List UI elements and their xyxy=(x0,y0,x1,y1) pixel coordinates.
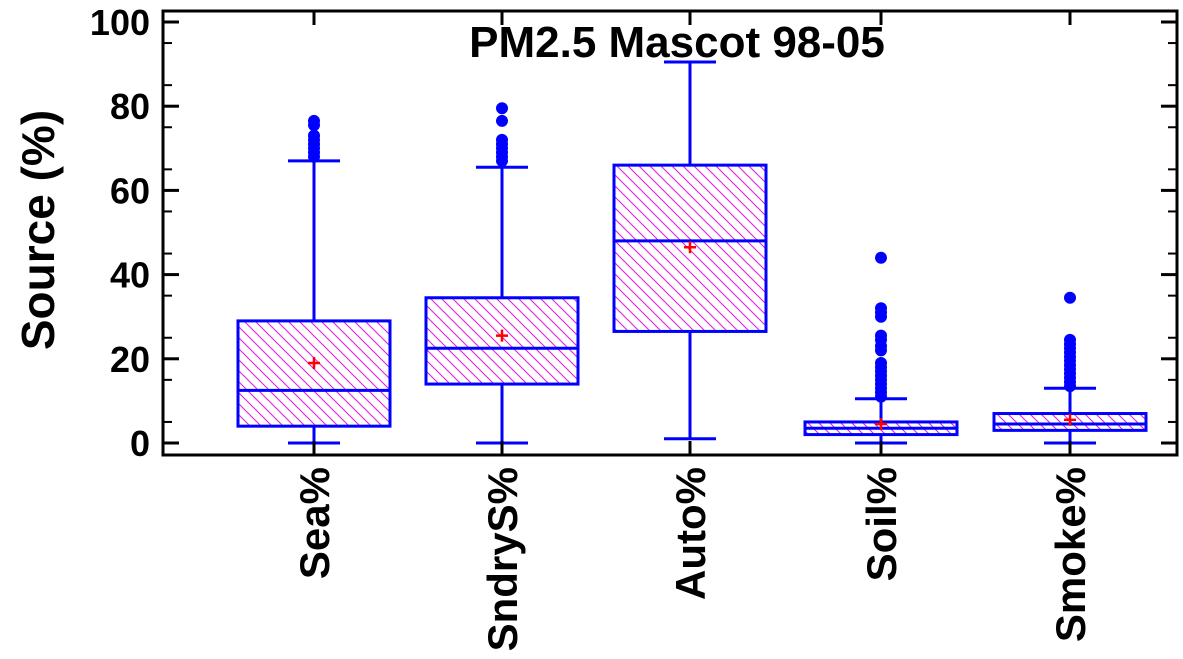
outlier-point xyxy=(496,133,508,146)
outlier-point xyxy=(1064,333,1076,346)
outlier-point xyxy=(308,129,320,142)
outlier-point xyxy=(496,114,508,127)
box-sndrys xyxy=(424,102,580,445)
x-tick-label: Auto% xyxy=(667,467,714,600)
y-tick-label: 40 xyxy=(110,255,150,296)
outlier-point xyxy=(875,251,887,264)
outlier-point xyxy=(875,329,887,342)
outlier-point xyxy=(875,357,887,370)
y-tick-label: 0 xyxy=(130,423,150,464)
x-tick-label: Smoke% xyxy=(1047,467,1094,642)
plot-area xyxy=(236,60,1148,445)
outlier-point xyxy=(308,114,320,127)
y-tick-label: 100 xyxy=(90,2,150,43)
y-tick-label: 60 xyxy=(110,170,150,211)
outlier-point xyxy=(496,102,508,115)
box-outline xyxy=(992,412,1148,432)
x-axis: Sea% SndryS% Auto% Soil% Smoke% xyxy=(291,11,1094,651)
y-axis: 0 20 40 60 80 100 xyxy=(90,2,1177,464)
plot-frame xyxy=(161,9,1179,457)
y-axis-label: Source (%) xyxy=(12,110,64,350)
outlier-point xyxy=(875,302,887,315)
y-tick-label: 20 xyxy=(110,339,150,380)
box-soil xyxy=(803,251,959,445)
chart-title: PM2.5 Mascot 98-05 xyxy=(469,18,885,67)
x-tick-label: Sea% xyxy=(291,467,338,579)
box-outline xyxy=(236,319,392,428)
mean-marker xyxy=(1064,413,1076,426)
x-tick-label: Soil% xyxy=(858,467,905,581)
y-tick-label: 80 xyxy=(110,86,150,127)
outlier-point xyxy=(1064,291,1076,304)
x-tick-label: SndryS% xyxy=(479,467,526,651)
mean-marker xyxy=(684,241,696,254)
mean-marker xyxy=(875,418,887,431)
box-outline xyxy=(424,296,580,386)
box-outline xyxy=(612,163,768,333)
mean-marker xyxy=(308,357,320,370)
box-smoke xyxy=(992,291,1148,445)
box-fill xyxy=(238,320,390,427)
box-auto xyxy=(612,60,768,441)
box-sea xyxy=(236,114,392,445)
mean-marker xyxy=(496,329,508,342)
